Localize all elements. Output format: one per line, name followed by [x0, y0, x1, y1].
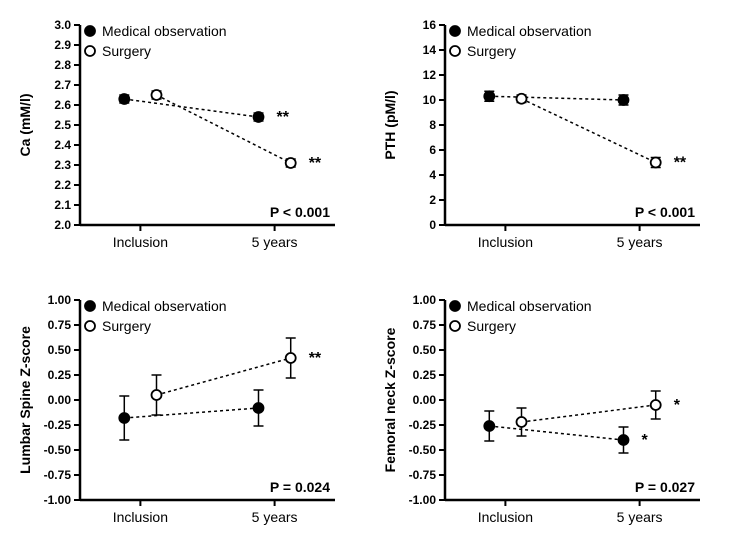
svg-text:Femoral neck Z-score: Femoral neck Z-score: [382, 327, 398, 472]
svg-text:6: 6: [429, 143, 436, 157]
panel-femoral: -1.00 -0.75 -0.50 -0.25 0.00 0.25 0.50 0.75 1.00…: [375, 285, 720, 540]
svg-text:5 years: 5 years: [617, 234, 663, 250]
svg-text:0.75: 0.75: [48, 318, 72, 332]
svg-text:2.1: 2.1: [54, 198, 71, 212]
svg-text:PTH (pM/l): PTH (pM/l): [382, 90, 398, 159]
svg-text:2.5: 2.5: [54, 118, 71, 132]
svg-text:Ca (mM/l): Ca (mM/l): [17, 94, 33, 157]
svg-text:Surgery: Surgery: [102, 43, 151, 59]
svg-text:0.25: 0.25: [48, 368, 72, 382]
svg-text:2.7: 2.7: [54, 78, 71, 92]
svg-text:Medical observation: Medical observation: [467, 298, 592, 314]
svg-text:P = 0.024: P = 0.024: [270, 479, 330, 495]
svg-text:Lumbar Spine Z-score: Lumbar Spine Z-score: [17, 326, 33, 474]
chart-femoral: -1.00 -0.75 -0.50 -0.25 0.00 0.25 0.50 0.75 1.00…: [375, 285, 720, 535]
chart-lumbar: -1.00 -0.75 -0.50 -0.25 0.00 0.25 0.50 0.75 1.00…: [10, 285, 355, 535]
svg-text:8: 8: [429, 118, 436, 132]
svg-text:Inclusion: Inclusion: [113, 509, 168, 525]
svg-text:5 years: 5 years: [252, 509, 298, 525]
panel-pth: 0 2 4 6 8 10 12 14 16 Inclusion 5 years PTH (pM/l) *…: [375, 10, 720, 265]
svg-text:-0.75: -0.75: [409, 468, 437, 482]
svg-text:3.0: 3.0: [54, 18, 71, 32]
svg-text:0.50: 0.50: [48, 343, 72, 357]
svg-text:0.00: 0.00: [413, 393, 437, 407]
svg-text:2.4: 2.4: [54, 138, 71, 152]
svg-text:0: 0: [429, 218, 436, 232]
svg-text:P < 0.001: P < 0.001: [635, 204, 695, 220]
svg-text:16: 16: [423, 18, 437, 32]
svg-text:-0.50: -0.50: [409, 443, 437, 457]
svg-text:Medical observation: Medical observation: [467, 23, 592, 39]
panel-ca: 2.0 2.1 2.2 2.3 2.4 2.5 2.6 2.7 2.8 2.9 3.0 Inclusi…: [10, 10, 355, 265]
svg-text:Surgery: Surgery: [467, 318, 516, 334]
svg-text:**: **: [277, 109, 290, 126]
svg-text:**: **: [674, 155, 687, 172]
svg-text:12: 12: [423, 68, 437, 82]
svg-text:2: 2: [429, 193, 436, 207]
svg-text:Inclusion: Inclusion: [478, 234, 533, 250]
svg-text:10: 10: [423, 93, 437, 107]
svg-text:Medical observation: Medical observation: [102, 23, 227, 39]
svg-text:Surgery: Surgery: [467, 43, 516, 59]
chart-ca: 2.0 2.1 2.2 2.3 2.4 2.5 2.6 2.7 2.8 2.9 3.0 Inclusi…: [10, 10, 355, 260]
svg-text:1.00: 1.00: [48, 293, 72, 307]
svg-text:2.0: 2.0: [54, 218, 71, 232]
svg-text:5 years: 5 years: [252, 234, 298, 250]
svg-text:**: **: [309, 350, 322, 367]
svg-text:Surgery: Surgery: [102, 318, 151, 334]
svg-text:4: 4: [429, 168, 436, 182]
svg-text:-0.50: -0.50: [44, 443, 72, 457]
svg-text:0.00: 0.00: [48, 393, 72, 407]
chart-pth: 0 2 4 6 8 10 12 14 16 Inclusion 5 years PTH (pM/l) *…: [375, 10, 720, 260]
svg-text:*: *: [674, 397, 681, 414]
panel-lumbar: -1.00 -0.75 -0.50 -0.25 0.00 0.25 0.50 0.75 1.00…: [10, 285, 355, 540]
svg-text:*: *: [642, 432, 649, 449]
svg-text:-0.75: -0.75: [44, 468, 72, 482]
svg-text:2.8: 2.8: [54, 58, 71, 72]
svg-text:2.9: 2.9: [54, 38, 71, 52]
svg-text:1.00: 1.00: [413, 293, 437, 307]
svg-text:**: **: [309, 155, 322, 172]
svg-text:-0.25: -0.25: [409, 418, 437, 432]
svg-text:5 years: 5 years: [617, 509, 663, 525]
svg-text:14: 14: [423, 43, 437, 57]
chart-grid: 2.0 2.1 2.2 2.3 2.4 2.5 2.6 2.7 2.8 2.9 3.0 Inclusi…: [0, 0, 730, 550]
svg-text:2.3: 2.3: [54, 158, 71, 172]
svg-text:Medical observation: Medical observation: [102, 298, 227, 314]
svg-text:Inclusion: Inclusion: [478, 509, 533, 525]
svg-text:P = 0.027: P = 0.027: [635, 479, 695, 495]
svg-text:Inclusion: Inclusion: [113, 234, 168, 250]
svg-text:0.50: 0.50: [413, 343, 437, 357]
svg-text:-1.00: -1.00: [44, 493, 72, 507]
svg-text:P < 0.001: P < 0.001: [270, 204, 330, 220]
svg-text:0.75: 0.75: [413, 318, 437, 332]
svg-text:0.25: 0.25: [413, 368, 437, 382]
svg-text:2.2: 2.2: [54, 178, 71, 192]
svg-text:-1.00: -1.00: [409, 493, 437, 507]
svg-text:-0.25: -0.25: [44, 418, 72, 432]
svg-text:2.6: 2.6: [54, 98, 71, 112]
